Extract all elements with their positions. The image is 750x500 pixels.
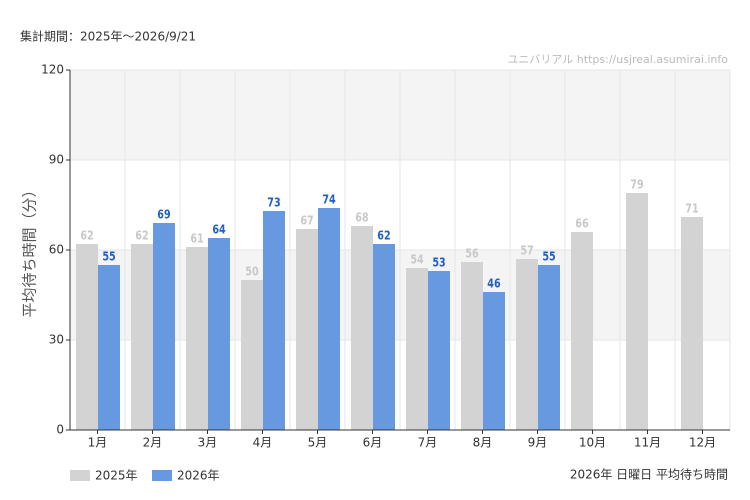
bar <box>626 193 648 430</box>
legend-swatch <box>152 470 172 481</box>
watermark: ユニバリアル https://usjreal.asumirai.info <box>507 53 728 66</box>
x-tick-label: 3月 <box>198 436 218 450</box>
bar <box>406 268 428 430</box>
y-tick-label: 120 <box>41 63 64 77</box>
x-tick-label: 6月 <box>363 436 383 450</box>
value-label: 74 <box>322 192 336 206</box>
legend-label: 2026年 <box>177 469 220 483</box>
value-label: 73 <box>267 195 280 209</box>
x-tick-label: 8月 <box>473 436 493 450</box>
x-tick-label: 5月 <box>308 436 328 450</box>
value-label: 66 <box>575 216 588 230</box>
value-label: 55 <box>102 249 115 263</box>
y-tick-label: 0 <box>56 423 64 437</box>
bar <box>131 244 153 430</box>
value-label: 50 <box>245 264 259 278</box>
legend-label: 2025年 <box>95 469 138 483</box>
bar <box>461 262 483 430</box>
value-label: 62 <box>80 228 93 242</box>
bar <box>208 238 230 430</box>
x-tick-label: 1月 <box>88 436 108 450</box>
value-label: 79 <box>630 177 643 191</box>
x-tick-label: 7月 <box>418 436 438 450</box>
bar <box>186 247 208 430</box>
x-tick-label: 4月 <box>253 436 273 450</box>
chart-title: 集計期間：2025年～2026/9/21 <box>20 29 196 44</box>
value-label: 53 <box>432 255 445 269</box>
legend-swatch <box>70 470 90 481</box>
y-tick-label: 30 <box>49 333 64 347</box>
bar <box>483 292 505 430</box>
value-label: 61 <box>190 231 203 245</box>
value-label: 64 <box>212 222 226 236</box>
x-tick-label: 9月 <box>528 436 548 450</box>
value-label: 56 <box>465 246 478 260</box>
y-tick-label: 60 <box>49 243 64 257</box>
bar <box>351 226 373 430</box>
value-label: 55 <box>542 249 555 263</box>
value-label: 67 <box>300 213 313 227</box>
value-label: 62 <box>135 228 148 242</box>
value-label: 68 <box>355 210 368 224</box>
bar <box>98 265 120 430</box>
y-tick-label: 90 <box>49 153 64 167</box>
bar <box>318 208 340 430</box>
value-label: 57 <box>520 243 533 257</box>
bar <box>516 259 538 430</box>
bar <box>263 211 285 430</box>
value-label: 46 <box>487 276 500 290</box>
bar <box>241 280 263 430</box>
x-tick-label: 10月 <box>579 436 606 450</box>
x-tick-label: 2月 <box>143 436 163 450</box>
value-label: 54 <box>410 252 424 266</box>
value-label: 69 <box>157 207 170 221</box>
bar <box>76 244 98 430</box>
bar <box>373 244 395 430</box>
x-tick-label: 12月 <box>689 436 716 450</box>
bar <box>681 217 703 430</box>
value-label: 62 <box>377 228 390 242</box>
x-tick-label: 11月 <box>634 436 661 450</box>
value-label: 71 <box>685 201 698 215</box>
bar <box>296 229 318 430</box>
bar <box>571 232 593 430</box>
y-axis-label: 平均待ち時間（分） <box>21 182 39 317</box>
footnote: 2026年 日曜日 平均待ち時間 <box>570 468 728 482</box>
bar <box>428 271 450 430</box>
bar <box>153 223 175 430</box>
bar <box>538 265 560 430</box>
